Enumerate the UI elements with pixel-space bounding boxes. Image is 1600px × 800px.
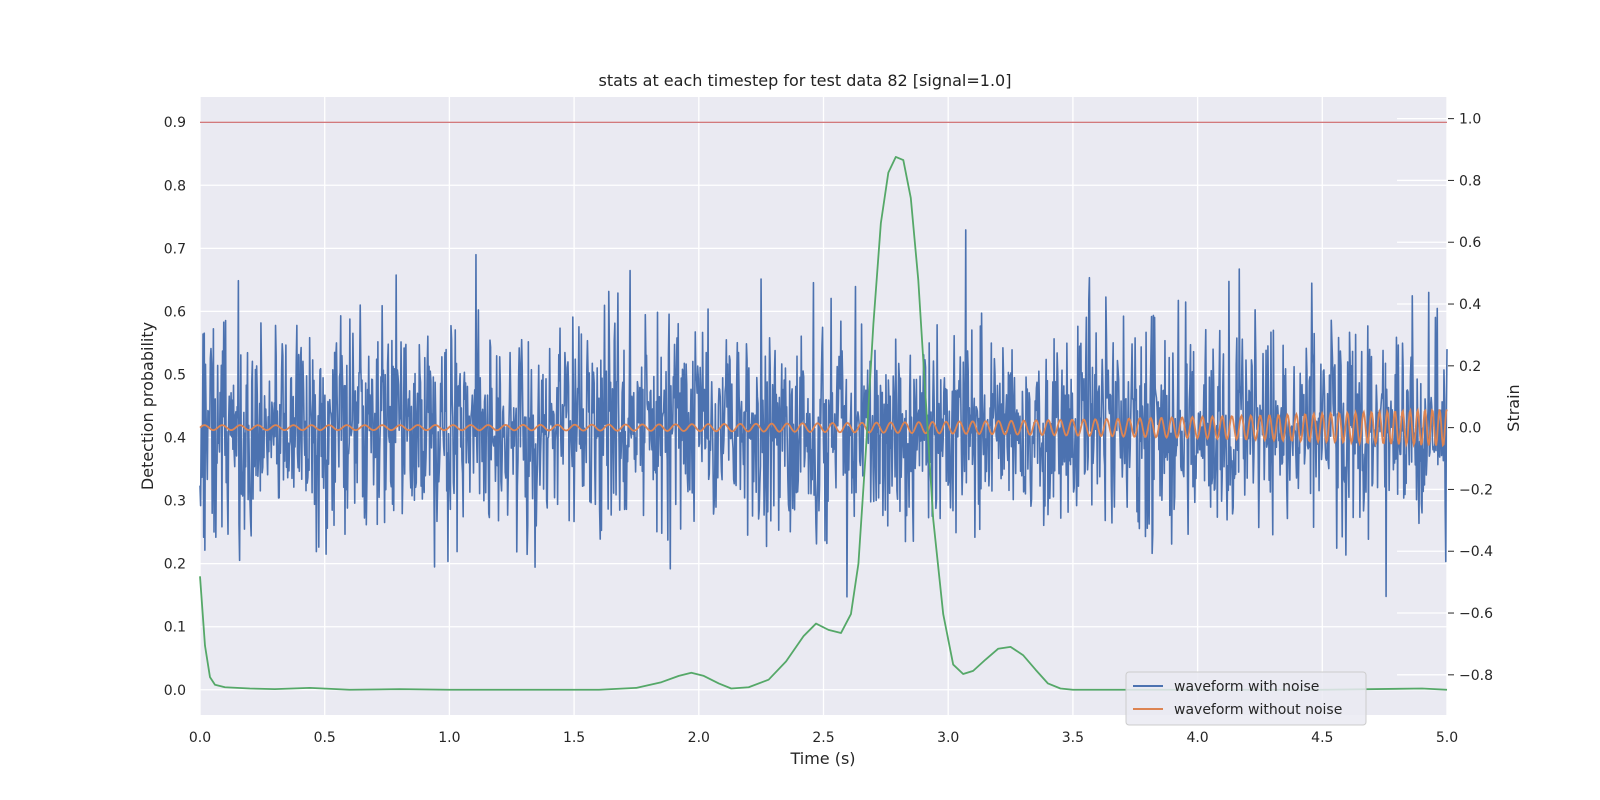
x-tick-label: 3.5 [1062,730,1084,746]
x-tick-label: 5.0 [1436,730,1458,746]
y-tick-label-right: −0.4 [1459,544,1493,560]
legend: waveform with noise waveform without noi… [1125,671,1367,726]
y-tick-label-left: 0.0 [164,683,186,699]
y-axis-label-left: Detection probability [138,322,157,490]
x-axis-label: Time (s) [789,749,855,768]
x-tick-label: 1.0 [438,730,460,746]
y-tick-label-left: 0.1 [164,620,186,636]
legend-label-noise: waveform with noise [1174,679,1319,695]
y-tick-label-right: −0.6 [1459,606,1493,622]
x-tick-label: 4.5 [1311,730,1333,746]
y-tick-label-left: 0.2 [164,557,186,573]
y-tick-label-right: 0.8 [1459,173,1481,189]
y-tick-label-right: 0.0 [1459,421,1481,437]
legend-label-clean: waveform without noise [1174,702,1342,718]
series-waveform-with-noise [199,229,1448,598]
y-tick-label-left: 0.8 [164,178,186,194]
y-tick-label-left: 0.9 [164,115,186,131]
y-tick-label-right: 1.0 [1459,112,1481,128]
x-axis: 0.0 0.5 1.0 1.5 2.0 2.5 3.0 3.5 4.0 4.5 5.0 [189,730,1458,746]
legend-box [1125,671,1367,726]
chart-title: stats at each timestep for test data 82 … [599,71,1012,90]
series-detection-probability [199,156,1448,691]
y-tick-label-right: −0.8 [1459,668,1493,684]
y-tick-label-right: 0.2 [1459,359,1481,375]
y-tick-label-left: 0.3 [164,494,186,510]
y-axis-label-right: Strain [1504,384,1523,431]
y-axis-right: −0.8 −0.6 −0.4 −0.2 0.0 0.2 0.4 0.6 0.8 1.0 [1448,112,1493,684]
x-tick-label: 2.0 [688,730,710,746]
y-tick-label-left: 0.6 [164,304,186,320]
x-tick-label: 0.0 [189,730,211,746]
y-tick-label-left: 0.7 [164,241,186,257]
y-tick-label-left: 0.4 [164,431,186,447]
y-axis-left: 0.0 0.1 0.2 0.3 0.4 0.5 0.6 0.7 0.8 0.9 [164,115,186,699]
x-tick-label: 0.5 [314,730,336,746]
series-waveform-without-noise [199,407,1448,449]
x-tick-label: 3.0 [937,730,959,746]
y-tick-label-right: 0.6 [1459,235,1481,251]
x-tick-label: 4.0 [1186,730,1208,746]
y-tick-label-right: 0.4 [1459,297,1481,313]
x-tick-label: 1.5 [563,730,585,746]
x-tick-label: 2.5 [812,730,834,746]
y-tick-label-left: 0.5 [164,367,186,383]
series-layer [199,121,1448,691]
y-tick-label-right: −0.2 [1459,482,1493,498]
